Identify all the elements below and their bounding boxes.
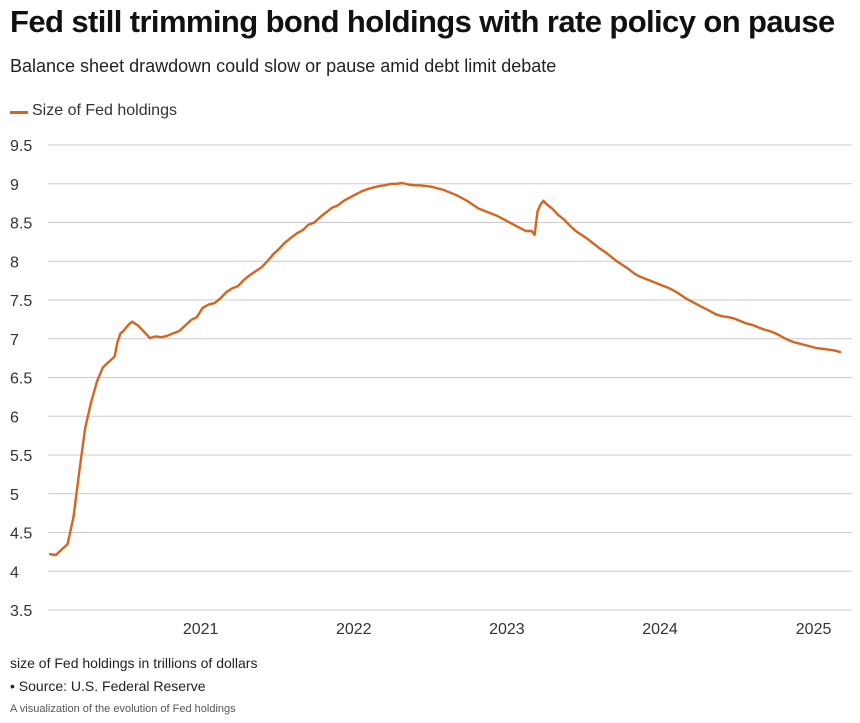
y-tick-label: 9 — [10, 177, 19, 194]
y-tick-label: 5 — [10, 487, 19, 504]
x-tick-label: 2021 — [183, 621, 219, 638]
chart-subtitle: Balance sheet drawdown could slow or pau… — [10, 56, 557, 76]
y-tick-label: 8.5 — [10, 216, 32, 233]
series-line — [48, 181, 842, 557]
x-tick-label: 2025 — [796, 621, 832, 638]
chart-title: Fed still trimming bond holdings with ra… — [10, 4, 835, 39]
y-tick-label: 6 — [10, 409, 19, 426]
y-tick-label: 9.5 — [10, 138, 32, 155]
y-tick-label: 5.5 — [10, 448, 32, 465]
legend-label: Size of Fed holdings — [32, 102, 177, 119]
legend: Size of Fed holdings — [10, 102, 177, 120]
caption: A visualization of the evolution of Fed … — [10, 703, 236, 715]
unit-note: size of Fed holdings in trillions of dol… — [10, 655, 258, 671]
y-tick-label: 8 — [10, 254, 19, 271]
x-tick-label: 2022 — [336, 621, 372, 638]
source-note: • Source: U.S. Federal Reserve — [10, 678, 206, 694]
y-tick-label: 4.5 — [10, 526, 32, 543]
line-chart: 3.5 4 4.5 5 5.5 6 6.5 7 7.5 8 8.5 9 9.5 2021 2022 2023 2… — [10, 138, 852, 638]
y-tick-label: 7.5 — [10, 293, 32, 310]
x-tick-label: 2024 — [642, 621, 678, 638]
y-tick-label: 4 — [10, 564, 19, 581]
y-tick-label: 7 — [10, 332, 19, 349]
y-tick-label: 6.5 — [10, 371, 32, 388]
x-tick-label: 2023 — [489, 621, 525, 638]
y-tick-label: 3.5 — [10, 603, 32, 620]
legend-swatch — [10, 110, 28, 114]
